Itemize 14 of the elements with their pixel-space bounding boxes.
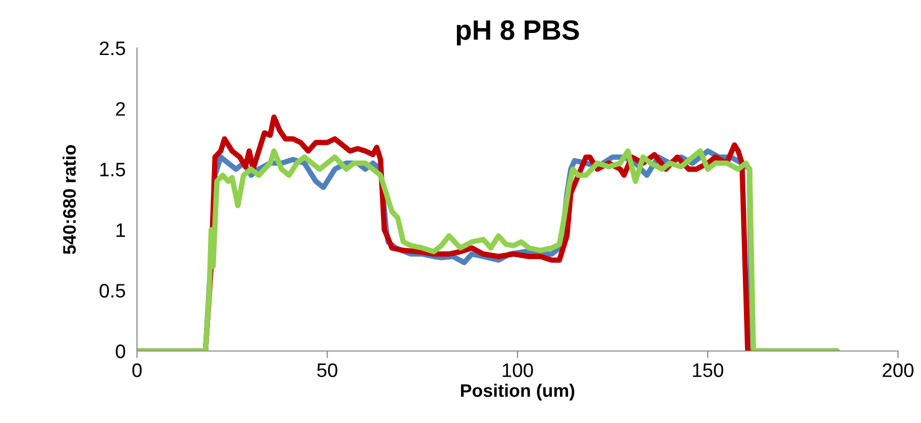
x-tick-label: 100	[502, 363, 533, 378]
x-tick-label: 200	[882, 363, 914, 378]
x-tick-label: 0	[132, 363, 142, 378]
x-axis-title: Position (um)	[461, 384, 574, 401]
y-tick-label: 1.5	[100, 162, 126, 176]
y-tick-label: 2.5	[100, 41, 126, 56]
x-tick-label: 50	[317, 363, 338, 378]
y-tick-label: 1	[116, 223, 125, 237]
y-axis-title: 540:680 ratio	[62, 145, 76, 254]
chart-title: pH 8 PBS	[456, 20, 579, 46]
x-tick-label: 150	[693, 363, 724, 378]
y-tick-label: 0	[116, 344, 126, 358]
y-tick-label: 2	[116, 102, 125, 116]
y-tick-label: 0.5	[100, 284, 126, 298]
